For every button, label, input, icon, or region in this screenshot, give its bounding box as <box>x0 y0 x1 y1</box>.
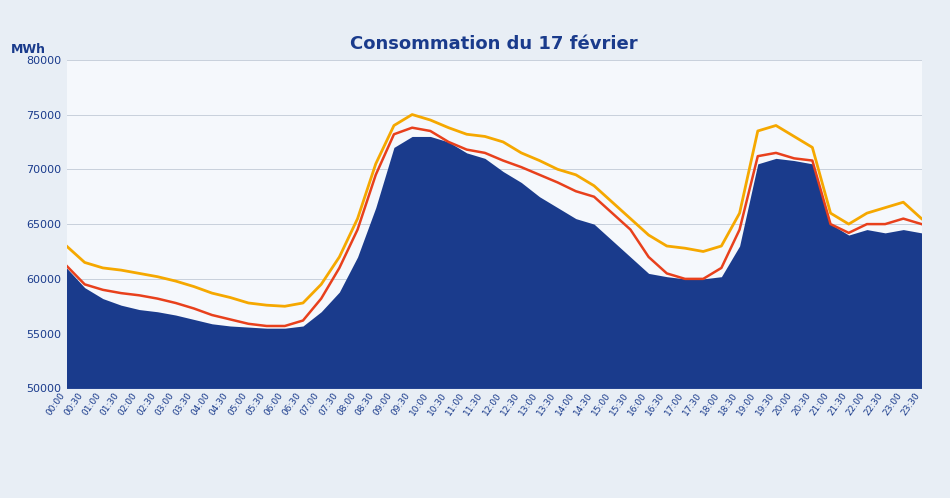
Text: MWh: MWh <box>10 43 46 56</box>
Title: Consommation du 17 février: Consommation du 17 février <box>351 35 637 53</box>
